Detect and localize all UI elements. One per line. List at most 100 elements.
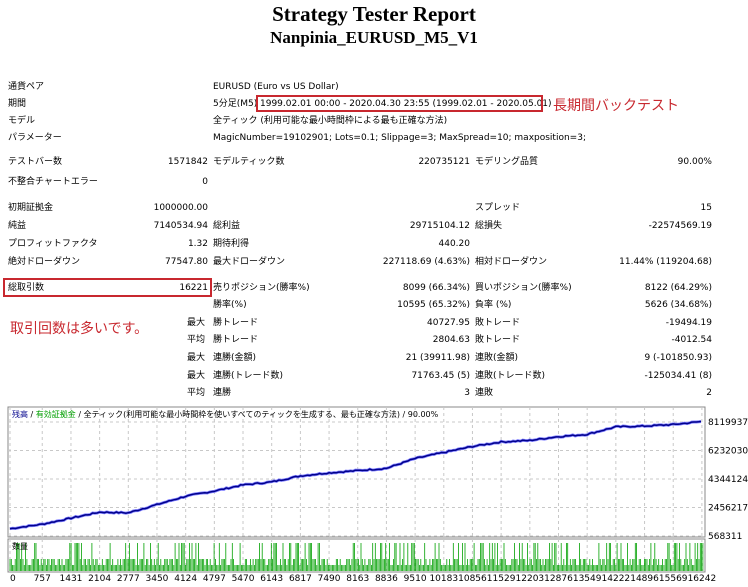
balance-line [9,420,702,530]
x-tick-label: 11529 [487,574,516,584]
stat-label: テストバー数 [8,157,63,167]
stat-label: 絶対ドローダウン [8,257,81,267]
x-tick-label: 1431 [60,574,83,584]
x-tick-label: 12203 [516,574,545,584]
stat-label: 平均 [187,388,206,398]
stat-label: モデルティック数 [213,157,285,167]
stat-label: 初期証拠金 [8,203,54,213]
stat-value: 29715104.12 [409,221,470,231]
stat-label: プロフィットファクタ [8,239,98,249]
y-tick-label: 8119937 [708,418,748,428]
stat-value: 90.00% [677,157,712,167]
info-value: MagicNumber=19102901; Lots=0.1; Slippage… [213,133,586,143]
stat-label: 負率 (%) [475,300,512,310]
x-tick-label: 16242 [688,574,717,584]
stat-label: 期待利得 [213,239,250,249]
stat-label: 勝トレード [213,318,259,328]
x-tick-label: 14222 [602,574,631,584]
stat-label: 純益 [8,221,27,231]
x-tick-label: 4124 [174,574,197,584]
x-tick-label: 14896 [630,574,659,584]
x-tick-label: 13549 [573,574,602,584]
stat-value: 40727.95 [427,318,470,328]
x-tick-label: 4797 [203,574,226,584]
stat-label: 総利益 [213,221,241,231]
stat-label: 相対ドローダウン [475,257,548,267]
stat-value: -22574569.19 [648,221,712,231]
chart-legend: 残高 / 有効証拠金 / 全ティック(利用可能な最小時間枠を使いすべてのティック… [12,409,439,419]
stat-label: 最大 [187,353,206,363]
stat-value: 1571842 [167,157,208,167]
stat-label: 敗トレード [475,335,521,345]
x-tick-label: 15569 [659,574,688,584]
info-prefix: 5分足(M5) [213,99,258,109]
stat-value: 1000000.00 [153,203,208,213]
x-tick-label: 2777 [117,574,140,584]
info-label: 期間 [8,99,27,109]
x-tick-label: 7490 [318,574,341,584]
stat-label: 平均 [187,335,206,345]
stat-label: 総損失 [475,221,503,231]
trades-highlight-box [3,278,212,297]
stat-value: 8122 (64.29%) [644,283,712,293]
period-note: 長期間バックテスト [553,98,679,114]
stat-label: 買いポジション(勝率%) [475,283,572,293]
x-tick-label: 8836 [375,574,398,584]
stat-value: 220735121 [418,157,470,167]
stat-value: -19494.19 [665,318,712,328]
y-tick-label: 4344124 [708,475,748,485]
info-value: 全ティック (利用可能な最小時間枠による最も正確な方法) [213,116,448,126]
chart-plot-area [7,406,706,538]
stat-label: 不整合チャートエラー [8,177,98,187]
x-tick-label: 10183 [429,574,458,584]
stat-value: 21 (39911.98) [405,353,470,363]
stat-value: -125034.41 (8) [644,371,712,381]
stat-value: 71763.45 (5) [411,371,470,381]
stat-label: 連敗(トレード数) [475,371,546,381]
x-tick-label: 0 [10,574,16,584]
stat-value: 3 [464,388,470,398]
report-subtitle: Nanpinia_EURUSD_M5_V1 [270,28,478,47]
stat-label: 連勝 [213,388,232,398]
stat-value: 440.20 [438,239,471,249]
stat-value: 2804.63 [432,335,470,345]
x-tick-label: 12876 [544,574,573,584]
info-label: 通貨ペア [8,82,45,92]
info-label: パラメーター [8,133,62,143]
x-tick-label: 757 [34,574,51,584]
x-tick-label: 5470 [232,574,255,584]
stat-label: 最大 [187,318,206,328]
stat-label: 連勝(金額) [213,353,257,363]
x-tick-label: 2104 [88,574,111,584]
stat-value: 8099 (66.34%) [402,283,470,293]
x-tick-label: 6817 [289,574,312,584]
stat-label: 最大 [187,371,206,381]
stat-label: 総取引数 [8,283,45,293]
stat-value: 2 [706,388,712,398]
info-value: 1999.02.01 00:00 - 2020.04.30 23:55 (199… [260,99,552,109]
stat-value: 16221 [179,283,208,293]
stat-label: 最大ドローダウン [213,257,286,267]
x-tick-label: 8163 [346,574,369,584]
stat-label: 勝率(%) [213,300,247,310]
report-title: Strategy Tester Report [272,2,476,26]
stat-value: 5626 (34.68%) [644,300,712,310]
x-tick-label: 9510 [404,574,427,584]
trades-note: 取引回数は多いです。 [10,321,149,337]
period-highlight-box [256,95,543,112]
info-value: EURUSD (Euro vs US Dollar) [213,82,339,92]
stat-label: 敗トレード [475,318,521,328]
stat-value: 10595 (65.32%) [397,300,470,310]
stat-value: 15 [700,203,712,213]
info-label: モデル [8,116,36,126]
stat-value: 0 [202,177,208,187]
stat-label: 勝トレード [213,335,259,345]
y-tick-label: 2456217 [708,504,748,514]
stat-label: 売りポジション(勝率%) [213,283,310,293]
stat-value: -4012.54 [671,335,712,345]
stat-label: スプレッド [475,203,521,213]
stat-label: 連勝(トレード数) [213,371,284,381]
stat-label: 連敗 [475,388,494,398]
x-tick-label: 6143 [260,574,283,584]
stat-value: 227118.69 (4.63%) [382,257,470,267]
